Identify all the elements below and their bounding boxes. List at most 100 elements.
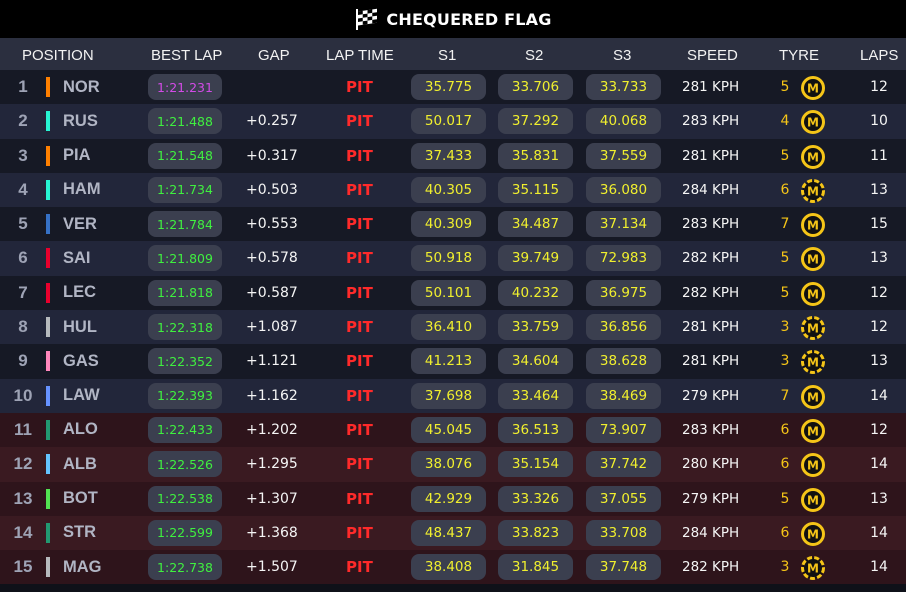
table-row[interactable]: 2 RUS 1:21.488 +0.257 PIT 50.017 37.292 40.068 2… xyxy=(0,104,906,139)
sector-1-time: 50.017 xyxy=(411,108,486,135)
lap-time-status: PIT xyxy=(346,455,373,474)
tyre-compound-letter: M xyxy=(807,184,819,198)
sector-1-time: 42.929 xyxy=(411,485,486,512)
sector-1-time: 48.437 xyxy=(411,519,486,546)
tyre-compound-letter: M xyxy=(807,356,819,370)
sector-3-time: 37.134 xyxy=(586,211,661,238)
team-color-bar xyxy=(46,454,50,475)
lap-time-status: PIT xyxy=(346,112,373,131)
speed-value: 284 KPH xyxy=(682,181,740,198)
position-number: 12 xyxy=(13,454,33,474)
lap-time-status: PIT xyxy=(346,215,373,234)
laps-count: 14 xyxy=(870,524,888,541)
speed-value: 279 KPH xyxy=(682,387,740,404)
speed-value: 280 KPH xyxy=(682,456,740,473)
table-row[interactable]: 13 BOT 1:22.538 +1.307 PIT 42.929 33.326 37.055… xyxy=(0,481,906,516)
laps-count: 12 xyxy=(870,421,888,438)
position-number: 2 xyxy=(18,111,28,131)
team-color-bar xyxy=(46,111,50,132)
col-position: POSITION xyxy=(22,47,94,64)
table-row[interactable]: 8 HUL 1:22.318 +1.087 PIT 36.410 33.759 36.856 2… xyxy=(0,310,906,345)
lap-time-status: PIT xyxy=(346,318,373,337)
team-color-bar xyxy=(46,214,50,235)
gap-value: +1.368 xyxy=(246,524,298,541)
position-number: 3 xyxy=(18,145,28,165)
sector-1-time: 36.410 xyxy=(411,314,486,341)
sector-2-time: 33.823 xyxy=(498,519,573,546)
sector-2-time: 33.464 xyxy=(498,382,573,409)
sector-2-time: 33.706 xyxy=(498,74,573,100)
speed-value: 283 KPH xyxy=(682,421,740,438)
leaderboard-rows: 1 NOR 1:21.231 PIT 35.775 33.706 33.733 281 KPH… xyxy=(0,70,906,585)
table-row[interactable]: 4 HAM 1:21.734 +0.503 PIT 40.305 35.115 36.080 2… xyxy=(0,172,906,208)
best-lap-time: 1:22.352 xyxy=(148,348,222,375)
tyre-compound-letter: M xyxy=(807,150,819,164)
banner-content: CHEQUERED FLAG xyxy=(354,8,551,30)
tyre-age: 3 xyxy=(780,319,790,336)
table-row[interactable]: 9 GAS 1:22.352 +1.121 PIT 41.213 34.604 38.628 2… xyxy=(0,344,906,379)
table-row[interactable]: 10 LAW 1:22.393 +1.162 PIT 37.698 33.464 38.469… xyxy=(0,378,906,413)
tyre-compound-letter: M xyxy=(807,82,819,96)
tyre-age: 5 xyxy=(780,147,790,164)
tyre-compound-letter: M xyxy=(807,322,819,336)
gap-value: +0.587 xyxy=(246,284,298,301)
col-gap: GAP xyxy=(258,47,290,64)
speed-value: 281 KPH xyxy=(682,79,740,95)
gap-value: +0.553 xyxy=(246,216,298,233)
sector-2-time: 34.487 xyxy=(498,211,573,238)
best-lap-time: 1:22.318 xyxy=(148,314,222,341)
gap-value: +1.087 xyxy=(246,319,298,336)
tyre-compound-letter: M xyxy=(807,424,819,438)
position-number: 1 xyxy=(18,77,28,96)
medium-tyre-icon: M xyxy=(801,418,825,443)
lap-time-status: PIT xyxy=(346,558,373,577)
table-row[interactable]: 3 PIA 1:21.548 +0.317 PIT 37.433 35.831 37.559 2… xyxy=(0,138,906,173)
table-row[interactable]: 5 VER 1:21.784 +0.553 PIT 40.309 34.487 37.134 2… xyxy=(0,207,906,242)
table-row[interactable]: 14 STR 1:22.599 +1.368 PIT 48.437 33.823 33.708… xyxy=(0,515,906,551)
team-color-bar xyxy=(46,488,50,509)
speed-value: 281 KPH xyxy=(682,353,740,370)
position-number: 8 xyxy=(18,317,28,337)
laps-count: 12 xyxy=(870,319,888,336)
sector-3-time: 40.068 xyxy=(586,108,661,135)
sector-1-time: 45.045 xyxy=(411,416,486,443)
medium-tyre-icon: M xyxy=(801,247,825,272)
table-row[interactable]: 15 MAG 1:22.738 +1.507 PIT 38.408 31.845 37.748… xyxy=(0,550,906,585)
best-lap-time: 1:21.231 xyxy=(148,74,222,100)
gap-value: +1.307 xyxy=(246,490,298,507)
sector-3-time: 37.559 xyxy=(586,142,661,169)
table-row[interactable]: 7 LEC 1:21.818 +0.587 PIT 50.101 40.232 36.975 2… xyxy=(0,275,906,311)
tyre-age: 6 xyxy=(780,456,790,473)
tyre-age: 3 xyxy=(780,559,790,576)
sector-2-time: 39.749 xyxy=(498,245,573,272)
medium-tyre-icon: M xyxy=(801,213,825,238)
lap-time-status: PIT xyxy=(346,523,373,542)
tyre-compound-letter: M xyxy=(807,527,819,541)
table-row[interactable]: 1 NOR 1:21.231 PIT 35.775 33.706 33.733 281 KPH… xyxy=(0,70,906,105)
laps-count: 14 xyxy=(870,387,888,404)
tyre-age: 7 xyxy=(780,387,790,404)
table-row[interactable]: 6 SAI 1:21.809 +0.578 PIT 50.918 39.749 72.983 2… xyxy=(0,241,906,276)
gap-value: +1.162 xyxy=(246,387,298,404)
lap-time-status: PIT xyxy=(346,146,373,165)
sector-2-time: 33.326 xyxy=(498,485,573,512)
sector-3-time: 73.907 xyxy=(586,416,661,443)
speed-value: 282 KPH xyxy=(682,284,740,301)
tyre-age: 6 xyxy=(780,524,790,541)
sector-3-time: 72.983 xyxy=(586,245,661,272)
sector-1-time: 40.309 xyxy=(411,211,486,238)
position-number: 11 xyxy=(14,419,32,439)
gap-value: +1.295 xyxy=(246,456,298,473)
lap-time-status: PIT xyxy=(346,489,373,508)
best-lap-time: 1:22.599 xyxy=(148,519,222,546)
best-lap-time: 1:22.538 xyxy=(148,485,222,512)
team-color-bar xyxy=(46,179,50,200)
tyre-age: 3 xyxy=(780,353,790,370)
position-number: 9 xyxy=(18,351,28,371)
medium-tyre-icon: M xyxy=(801,521,825,546)
team-color-bar xyxy=(46,282,50,303)
table-row[interactable]: 11 ALO 1:22.433 +1.202 PIT 45.045 36.513 73.907… xyxy=(0,412,906,448)
team-color-bar xyxy=(46,145,50,166)
medium-tyre-icon: M xyxy=(801,350,825,375)
table-row[interactable]: 12 ALB 1:22.526 +1.295 PIT 38.076 35.154 37.742… xyxy=(0,447,906,482)
